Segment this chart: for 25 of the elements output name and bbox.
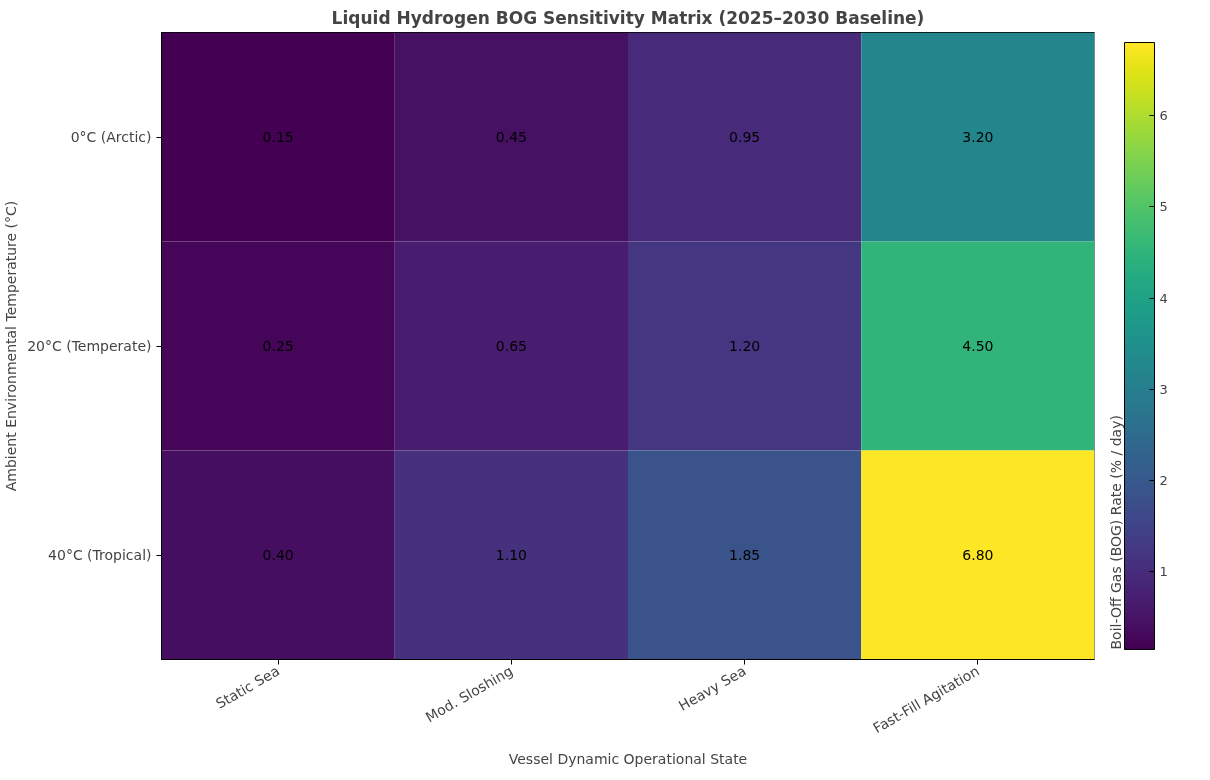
y-tick-label: 40°C (Tropical) bbox=[48, 547, 152, 563]
color-bar-label: 6 bbox=[1159, 108, 1168, 124]
color-bar-label: 1 bbox=[1159, 564, 1168, 580]
y-axis-title: Ambient Environmental Temperature (°C) bbox=[3, 200, 20, 492]
data-label: 1.20 bbox=[729, 338, 761, 354]
data-label: 0.25 bbox=[262, 338, 294, 354]
data-label: 0.40 bbox=[262, 547, 294, 563]
data-label: 1.85 bbox=[729, 547, 761, 563]
color-bar-title: Boil-Off Gas (BOG) Rate (% / day) bbox=[1107, 415, 1124, 650]
chart-title: Liquid Hydrogen BOG Sensitivity Matrix (2025–2030 Baseline) bbox=[331, 7, 925, 28]
data-label: 1.10 bbox=[495, 547, 527, 563]
y-tick-label: 0°C (Arctic) bbox=[70, 129, 152, 145]
y-tick-label: 20°C (Temperate) bbox=[27, 338, 152, 354]
data-label: 0.45 bbox=[495, 129, 527, 145]
data-label: 0.65 bbox=[495, 338, 527, 354]
data-label: 4.50 bbox=[962, 338, 994, 354]
data-label: 3.20 bbox=[962, 129, 994, 145]
color-bar-label: 4 bbox=[1159, 290, 1168, 306]
color-bar-label: 3 bbox=[1159, 381, 1168, 397]
color-bar-label: 5 bbox=[1159, 199, 1168, 215]
data-label: 0.95 bbox=[729, 129, 761, 145]
color-bar-label: 2 bbox=[1159, 473, 1168, 489]
data-label: 0.15 bbox=[262, 129, 294, 145]
x-axis-title: Vessel Dynamic Operational State bbox=[508, 751, 748, 768]
data-label: 6.80 bbox=[962, 547, 994, 563]
